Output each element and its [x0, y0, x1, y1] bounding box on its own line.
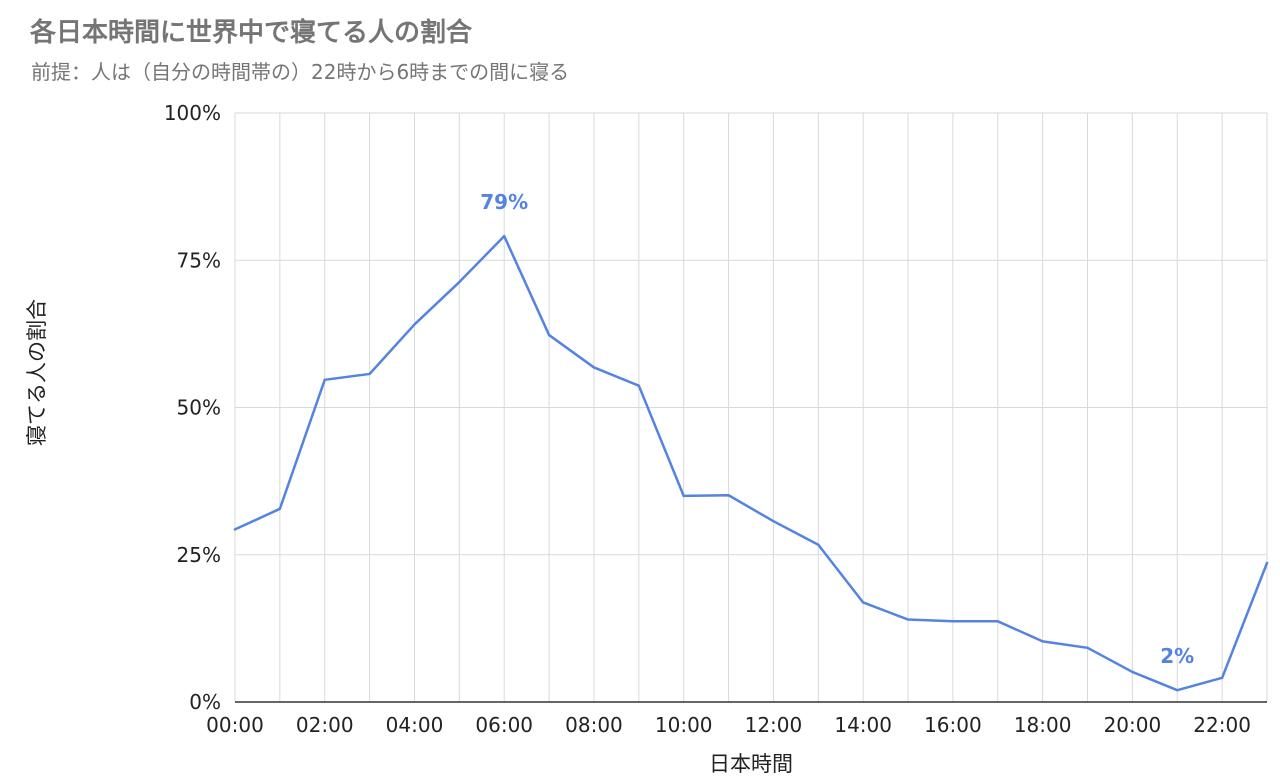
- x-tick-label: 00:00: [206, 713, 264, 737]
- data-point: [682, 494, 685, 498]
- x-tick-label: 04:00: [386, 713, 444, 737]
- x-tick-label: 14:00: [834, 713, 892, 737]
- x-tick-label: 08:00: [565, 713, 623, 737]
- x-tick-label: 16:00: [924, 713, 982, 737]
- data-point: [996, 620, 999, 623]
- data-label: 79%: [480, 190, 528, 214]
- y-tick-label: 0%: [189, 690, 221, 714]
- x-tick-label: 06:00: [475, 713, 533, 737]
- y-tick-label: 100%: [164, 101, 221, 125]
- series-line: [233, 234, 1269, 692]
- data-point: [547, 333, 551, 337]
- data-point: [458, 280, 461, 284]
- x-tick-label: 22:00: [1193, 713, 1251, 737]
- data-point: [323, 378, 326, 382]
- x-tick-label: 02:00: [296, 713, 354, 737]
- x-axis-title: 日本時間: [709, 752, 793, 776]
- data-point: [1265, 561, 1269, 565]
- y-axis-title: 寝てる人の割合: [25, 299, 49, 446]
- chart-title: 各日本時間に世界中で寝てる人の割合: [30, 18, 473, 48]
- data-point: [368, 372, 371, 376]
- data-point: [1220, 676, 1224, 680]
- grid-lines: [234, 112, 1268, 702]
- series-group: [233, 234, 1269, 692]
- data-point: [1041, 640, 1044, 643]
- y-tick-label: 50%: [177, 396, 221, 420]
- data-point: [503, 234, 506, 238]
- data-point: [906, 618, 910, 621]
- data-point: [727, 494, 730, 497]
- data-point: [817, 543, 820, 546]
- data-label: 2%: [1160, 644, 1194, 668]
- data-point: [637, 384, 641, 387]
- data-point: [951, 620, 955, 623]
- x-tick-label: 12:00: [745, 713, 803, 737]
- x-tick-label: 18:00: [1014, 713, 1072, 737]
- data-point: [772, 519, 775, 523]
- chart-subtitle: 前提：人は（自分の時間帯の）22時から6時までの間に寝る: [31, 60, 570, 84]
- x-axis-ticks: 00:00 02:00 04:00 06:00 08:00 10:00 12:00 14:00…: [206, 713, 1251, 737]
- y-tick-label: 25%: [177, 543, 221, 567]
- data-point: [592, 366, 596, 369]
- y-tick-label: 75%: [177, 248, 221, 272]
- data-point: [278, 507, 282, 511]
- data-point: [233, 528, 237, 531]
- data-point: [1131, 670, 1134, 674]
- data-point: [1176, 689, 1179, 692]
- x-tick-label: 10:00: [655, 713, 713, 737]
- data-point: [861, 601, 865, 604]
- x-tick-label: 20:00: [1104, 713, 1162, 737]
- data-labels: 79% 2%: [480, 190, 1194, 668]
- data-point: [413, 323, 416, 326]
- y-axis-ticks: 0% 25% 50% 75% 100%: [164, 101, 221, 714]
- data-point: [1086, 646, 1089, 650]
